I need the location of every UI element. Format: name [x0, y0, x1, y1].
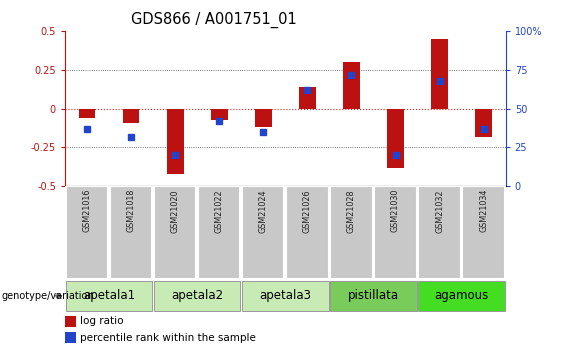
Bar	[419, 186, 460, 279]
Bar	[211, 109, 228, 120]
Bar	[463, 186, 505, 279]
Text: GSM21020: GSM21020	[171, 189, 180, 233]
Text: GSM21022: GSM21022	[215, 189, 224, 233]
Text: GSM21026: GSM21026	[303, 189, 312, 233]
Text: log ratio: log ratio	[80, 316, 124, 326]
Bar	[66, 186, 108, 279]
Bar	[242, 186, 284, 279]
Bar	[123, 109, 140, 123]
Text: agamous: agamous	[434, 289, 489, 302]
Bar	[242, 281, 328, 310]
Bar	[331, 281, 416, 310]
Bar	[154, 281, 240, 310]
Text: GSM21030: GSM21030	[391, 189, 400, 233]
Bar	[419, 281, 505, 310]
Bar	[65, 332, 76, 343]
Text: GSM21034: GSM21034	[479, 189, 488, 233]
Text: GSM21016: GSM21016	[82, 189, 92, 233]
Bar	[154, 186, 196, 279]
Text: apetala2: apetala2	[171, 289, 223, 302]
Text: GSM21024: GSM21024	[259, 189, 268, 233]
Bar	[331, 186, 372, 279]
Bar	[167, 109, 184, 174]
Text: genotype/variation: genotype/variation	[1, 291, 94, 301]
Bar	[299, 87, 316, 109]
Bar	[431, 39, 448, 109]
Bar	[375, 186, 416, 279]
Text: GSM21032: GSM21032	[435, 189, 444, 233]
Text: apetala1: apetala1	[83, 289, 135, 302]
Bar	[66, 281, 152, 310]
Bar	[475, 109, 492, 137]
Text: pistillata: pistillata	[348, 289, 399, 302]
Bar	[255, 109, 272, 127]
Bar	[198, 186, 240, 279]
Text: GDS866 / A001751_01: GDS866 / A001751_01	[131, 12, 297, 28]
Bar	[286, 186, 328, 279]
Text: percentile rank within the sample: percentile rank within the sample	[80, 333, 257, 343]
Text: apetala3: apetala3	[259, 289, 311, 302]
Bar	[79, 109, 95, 118]
Text: GSM21028: GSM21028	[347, 189, 356, 233]
Bar	[387, 109, 404, 168]
Bar	[110, 186, 152, 279]
Bar	[65, 315, 76, 327]
Bar	[343, 62, 360, 109]
Text: GSM21018: GSM21018	[127, 189, 136, 233]
